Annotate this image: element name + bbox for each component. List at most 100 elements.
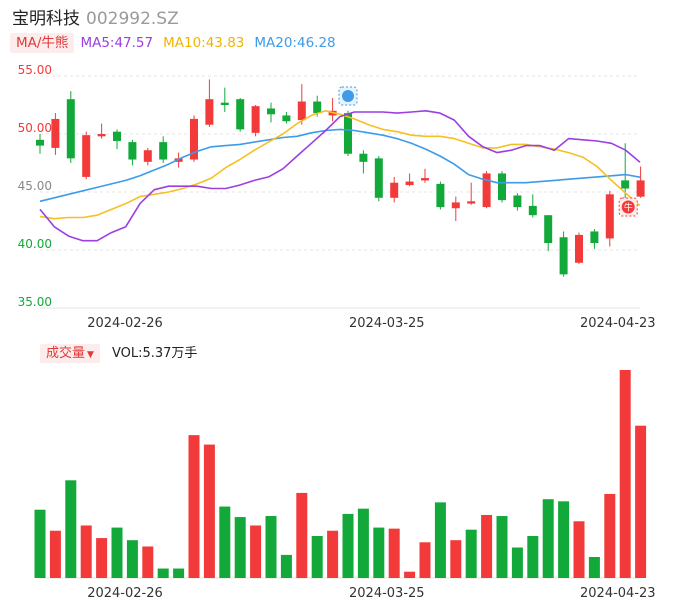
candle-body: [636, 180, 645, 197]
volume-bar: [188, 435, 200, 578]
volume-bar: [234, 517, 246, 578]
candle-body: [390, 182, 399, 198]
candle-body: [113, 131, 121, 141]
volume-bar: [173, 568, 185, 578]
volume-bar: [619, 370, 631, 578]
volume-bar: [604, 493, 616, 578]
volume-bar: [111, 527, 123, 578]
candle-body: [436, 183, 445, 208]
candle: [36, 134, 44, 154]
candle-body: [159, 142, 168, 160]
candle-body: [190, 118, 198, 160]
volume-legend: 成交量 ▼ VOL:5.37万手: [40, 342, 198, 363]
price-y-tick-label: 35.00: [18, 295, 52, 309]
price-y-tick-label: 45.00: [18, 179, 52, 193]
candle: [559, 231, 568, 277]
volume-button-label: 成交量: [46, 346, 86, 361]
bull-badge-label: 牛: [624, 202, 633, 214]
candle-body: [143, 150, 152, 162]
volume-bar: [80, 525, 92, 578]
candle-body: [220, 102, 229, 105]
volume-bar: [280, 554, 292, 578]
bear-signal-icon: [338, 86, 358, 106]
volume-bar: [96, 538, 108, 578]
candle-body: [590, 231, 599, 244]
candle-body: [66, 99, 75, 159]
volume-bar: [65, 480, 77, 578]
volume-bar: [635, 425, 647, 578]
candle: [636, 166, 645, 198]
candle: [205, 79, 214, 128]
candle: [528, 194, 537, 218]
candle-body: [498, 173, 506, 201]
candle: [236, 98, 245, 132]
candle-body: [482, 173, 491, 208]
candle-body: [82, 135, 91, 177]
candle: [51, 113, 60, 155]
volume-bar: [157, 568, 169, 578]
candle-body: [236, 99, 245, 130]
candle-body: [359, 153, 368, 162]
volume-bar: [434, 502, 446, 578]
volume-bar: [465, 529, 477, 578]
candle: [498, 171, 506, 203]
candle-body: [513, 195, 522, 208]
candle-body: [251, 106, 260, 133]
bear-badge-dot: [342, 90, 354, 102]
candle-body: [297, 101, 306, 121]
volume-bar: [511, 547, 523, 578]
volume-bar: [542, 499, 554, 578]
price-y-tick-label: 50.00: [18, 121, 52, 135]
candle-body: [544, 215, 553, 244]
candle: [605, 190, 614, 247]
candle: [159, 136, 168, 163]
candle-body: [621, 180, 630, 189]
price-y-tick-label: 55.00: [18, 63, 52, 77]
volume-bar: [142, 546, 154, 578]
price-x-tick-label: 2024-02-26: [87, 316, 163, 330]
volume-bar: [450, 540, 462, 578]
candle: [590, 229, 599, 249]
volume-bar: [419, 542, 431, 578]
volume-bar: [219, 506, 231, 578]
volume-bar: [203, 444, 215, 578]
candle: [97, 123, 106, 139]
price-x-tick-label: 2024-04-23: [580, 316, 656, 330]
stock-title: 宝明科技 002992.SZ: [12, 4, 179, 29]
stock-code: 002992.SZ: [86, 9, 179, 29]
stock-name: 宝明科技: [12, 9, 80, 29]
candle: [190, 115, 198, 162]
volume-bar: [296, 492, 308, 578]
volume-x-tick-label: 2024-03-25: [349, 586, 425, 601]
volume-bar: [126, 540, 138, 578]
volume-value: VOL:5.37万手: [111, 346, 198, 361]
volume-indicator-button[interactable]: 成交量 ▼: [40, 344, 100, 363]
candle-body: [282, 115, 291, 122]
volume-bar: [481, 514, 493, 578]
candle-body: [605, 194, 614, 239]
ma5-label: MA5:47.57: [80, 35, 154, 51]
volume-bar: [496, 516, 508, 578]
candle: [251, 105, 260, 137]
candle-body: [405, 181, 414, 186]
bull-signal-icon: 牛: [618, 197, 638, 217]
ma-legend: MA/牛熊 MA5:47.57 MA10:43.83 MA20:46.28: [10, 31, 336, 53]
volume-bar: [388, 528, 400, 578]
candle: [220, 87, 229, 112]
candle: [113, 129, 121, 150]
price-y-tick-label: 40.00: [18, 237, 52, 251]
ma-toggle-button[interactable]: MA/牛熊: [10, 33, 75, 53]
caret-down-icon: ▼: [87, 350, 94, 360]
ma5-line: [39, 110, 641, 242]
candle: [82, 131, 91, 180]
candle: [405, 173, 414, 187]
candle: [282, 111, 291, 124]
candle-body: [374, 158, 383, 198]
candle: [143, 147, 152, 166]
volume-bar: [265, 516, 277, 578]
price-candlestick-chart[interactable]: 55.00 50.00 45.00 40.00 35.00 2024-02-26 2024-…: [0, 0, 686, 330]
candle-body: [451, 202, 460, 209]
candle-body: [36, 139, 44, 146]
volume-bar: [588, 556, 600, 578]
